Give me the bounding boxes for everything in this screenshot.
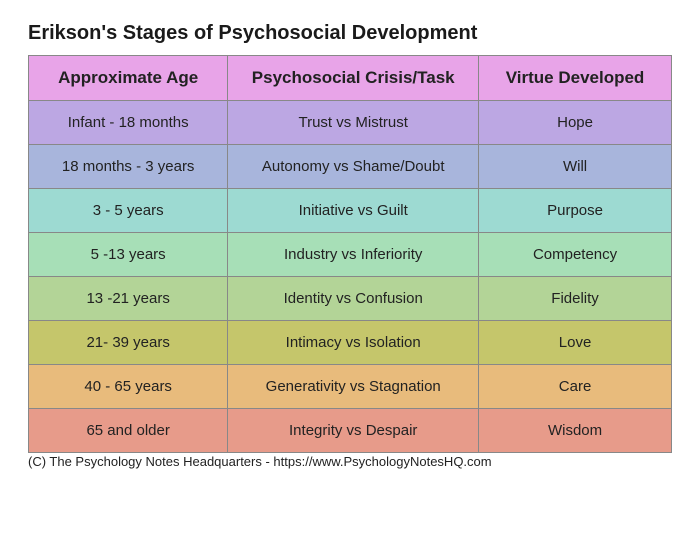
cell-age: Infant - 18 months bbox=[29, 101, 228, 145]
table-row: 5 -13 yearsIndustry vs InferiorityCompet… bbox=[29, 233, 672, 277]
table-body: Infant - 18 monthsTrust vs MistrustHope1… bbox=[29, 101, 672, 453]
table-row: 65 and olderIntegrity vs DespairWisdom bbox=[29, 409, 672, 453]
table-row: 18 months - 3 yearsAutonomy vs Shame/Dou… bbox=[29, 145, 672, 189]
cell-age: 5 -13 years bbox=[29, 233, 228, 277]
cell-virtue: Love bbox=[479, 321, 672, 365]
cell-age: 18 months - 3 years bbox=[29, 145, 228, 189]
attribution-text: (C) The Psychology Notes Headquarters - … bbox=[28, 454, 672, 469]
cell-virtue: Hope bbox=[479, 101, 672, 145]
cell-crisis: Intimacy vs Isolation bbox=[228, 321, 479, 365]
cell-crisis: Industry vs Inferiority bbox=[228, 233, 479, 277]
cell-age: 13 -21 years bbox=[29, 277, 228, 321]
cell-virtue: Will bbox=[479, 145, 672, 189]
cell-crisis: Trust vs Mistrust bbox=[228, 101, 479, 145]
col-header-crisis: Psychosocial Crisis/Task bbox=[228, 56, 479, 101]
header-row: Approximate Age Psychosocial Crisis/Task… bbox=[29, 56, 672, 101]
cell-crisis: Generativity vs Stagnation bbox=[228, 365, 479, 409]
cell-virtue: Competency bbox=[479, 233, 672, 277]
erikson-table: Approximate Age Psychosocial Crisis/Task… bbox=[28, 55, 672, 453]
cell-crisis: Integrity vs Despair bbox=[228, 409, 479, 453]
cell-virtue: Care bbox=[479, 365, 672, 409]
table-row: 13 -21 yearsIdentity vs ConfusionFidelit… bbox=[29, 277, 672, 321]
cell-virtue: Purpose bbox=[479, 189, 672, 233]
cell-age: 3 - 5 years bbox=[29, 189, 228, 233]
cell-virtue: Wisdom bbox=[479, 409, 672, 453]
table-row: 3 - 5 yearsInitiative vs GuiltPurpose bbox=[29, 189, 672, 233]
cell-age: 21- 39 years bbox=[29, 321, 228, 365]
col-header-virtue: Virtue Developed bbox=[479, 56, 672, 101]
cell-age: 65 and older bbox=[29, 409, 228, 453]
table-row: 40 - 65 yearsGenerativity vs StagnationC… bbox=[29, 365, 672, 409]
cell-virtue: Fidelity bbox=[479, 277, 672, 321]
table-row: Infant - 18 monthsTrust vs MistrustHope bbox=[29, 101, 672, 145]
cell-crisis: Identity vs Confusion bbox=[228, 277, 479, 321]
table-row: 21- 39 yearsIntimacy vs IsolationLove bbox=[29, 321, 672, 365]
table-header: Approximate Age Psychosocial Crisis/Task… bbox=[29, 56, 672, 101]
cell-crisis: Initiative vs Guilt bbox=[228, 189, 479, 233]
page-title: Erikson's Stages of Psychosocial Develop… bbox=[28, 22, 672, 45]
cell-age: 40 - 65 years bbox=[29, 365, 228, 409]
cell-crisis: Autonomy vs Shame/Doubt bbox=[228, 145, 479, 189]
col-header-age: Approximate Age bbox=[29, 56, 228, 101]
